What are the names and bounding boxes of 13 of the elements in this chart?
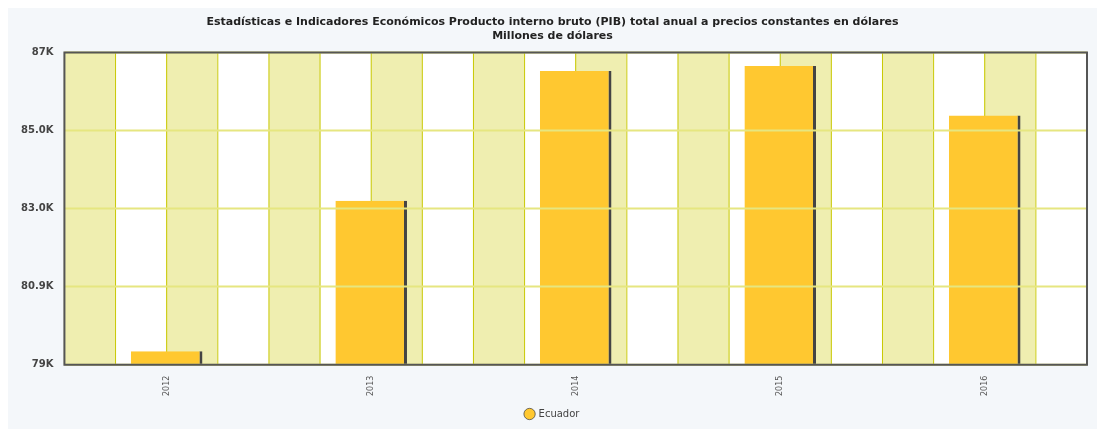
x-tick-label: 2014 <box>570 375 580 396</box>
x-tick-label: 2015 <box>775 375 785 396</box>
y-tick-label: 79K <box>31 358 55 370</box>
x-tick-label: 2013 <box>366 375 376 396</box>
y-tick-label: 83.0K <box>21 202 55 214</box>
x-tick-label: 2012 <box>161 375 171 396</box>
y-tick-label: 87K <box>31 45 55 57</box>
text: Estadísticas e Indicadores Económicos Producto interno bruto (PIB) total anual a precios constantes en dólares <box>206 15 899 29</box>
y-tick-label: 80.9K <box>21 280 55 292</box>
y-tick-label: 85.0K <box>21 124 55 136</box>
legend-label: Ecuador <box>538 407 581 419</box>
text: Millones de dólares <box>492 28 613 42</box>
x-tick-label: 2016 <box>979 375 989 396</box>
